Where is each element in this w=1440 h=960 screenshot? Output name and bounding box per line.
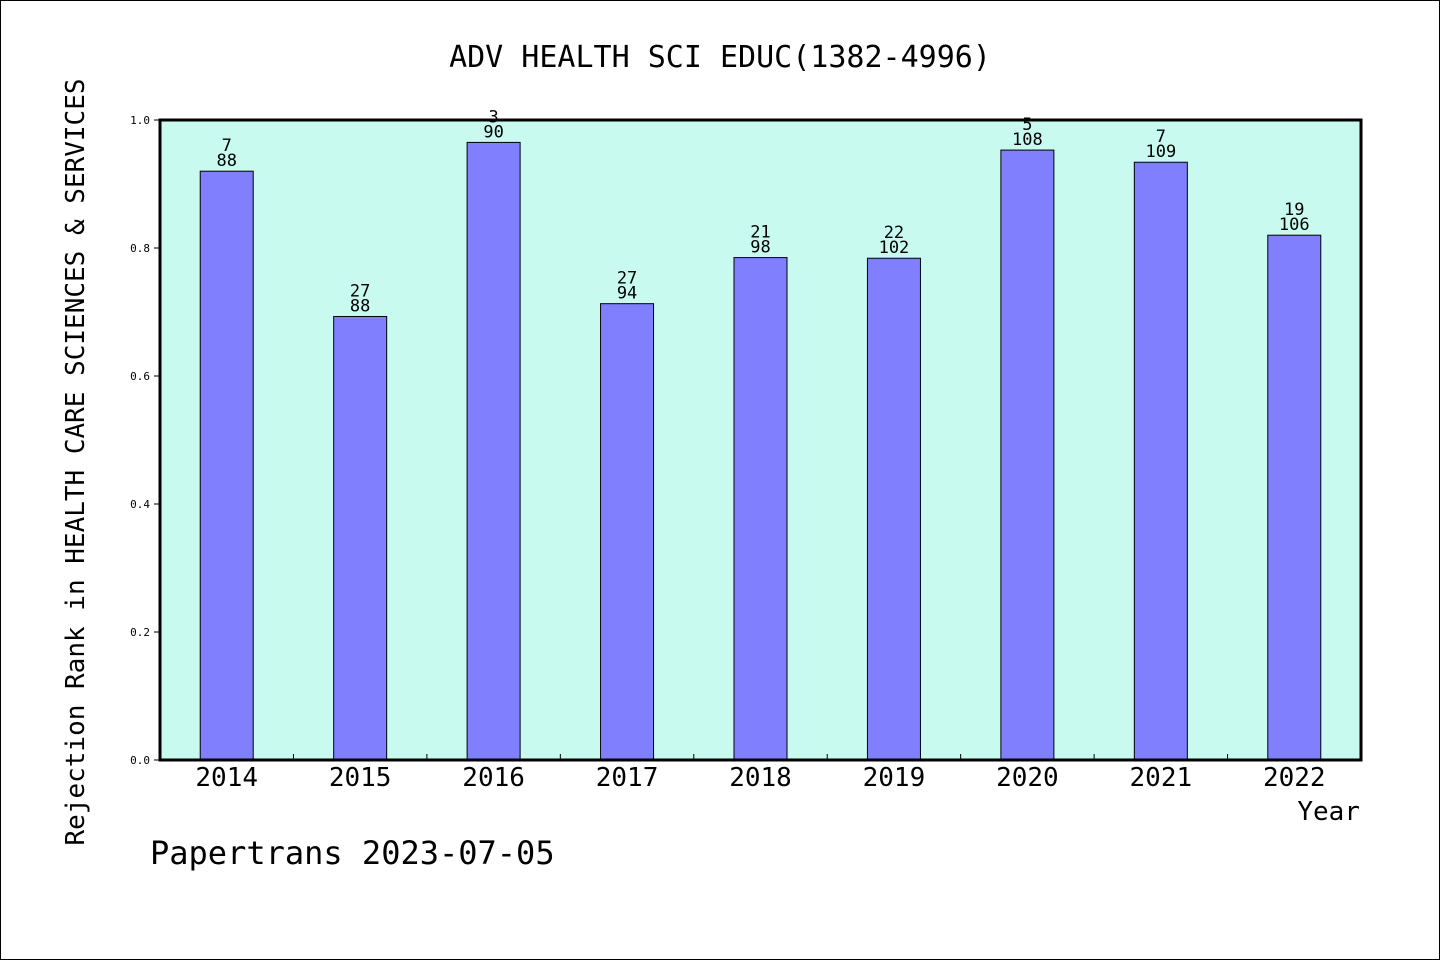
bar-2020 xyxy=(1000,149,1055,761)
bar-label-bottom: 98 xyxy=(750,238,770,258)
x-axis: 2014 2015 2016 2017 2018 2019 2020 2021 2022 xyxy=(195,754,1326,793)
bar-2014 xyxy=(199,170,254,761)
y-tick-label: 0.6 xyxy=(130,370,150,383)
x-tick-label: 2014 xyxy=(195,763,258,793)
bar-2018 xyxy=(733,257,788,761)
x-axis-label: Year xyxy=(1297,797,1360,827)
x-tick-label: 2022 xyxy=(1263,763,1326,793)
bar-2017 xyxy=(600,303,655,761)
chart-title: ADV HEALTH SCI EDUC(1382-4996) xyxy=(449,40,991,75)
y-tick-label: 0.0 xyxy=(130,754,150,767)
plot-border xyxy=(158,118,1363,762)
x-tick-label: 2021 xyxy=(1130,763,1193,793)
x-tick-label: 2015 xyxy=(329,763,392,793)
bar-label-top: 27 xyxy=(617,269,637,289)
bar-label-bottom: 109 xyxy=(1145,142,1176,162)
y-tick-label: 0.8 xyxy=(130,242,150,255)
x-tick-label: 2018 xyxy=(729,763,792,793)
bar-label-top: 27 xyxy=(350,281,370,301)
y-tick-label: 1.0 xyxy=(130,114,150,127)
y-axis-label: Rejection Rank in HEALTH CARE SCIENCES &… xyxy=(61,78,91,845)
bar-label-top: 19 xyxy=(1284,200,1304,220)
bar-label-top: 3 xyxy=(488,107,498,127)
bar-2016 xyxy=(466,141,521,761)
bar-series xyxy=(199,141,1322,761)
bar-label-top: 21 xyxy=(750,223,770,243)
bar-2022 xyxy=(1267,234,1322,761)
bar-label-bottom: 106 xyxy=(1279,215,1310,235)
bar-label-top: 7 xyxy=(222,136,232,156)
bar-2021 xyxy=(1133,161,1188,761)
bar-2015 xyxy=(333,315,388,761)
bar-2019 xyxy=(866,257,921,761)
bar-label-top: 7 xyxy=(1156,127,1166,147)
bar-label-bottom: 94 xyxy=(617,284,637,304)
bar-label-bottom: 102 xyxy=(879,238,910,258)
bar-label-top: 22 xyxy=(884,223,904,243)
y-axis: 0.0 0.2 0.4 0.6 0.8 1.0 xyxy=(130,114,160,767)
x-tick-label: 2019 xyxy=(863,763,926,793)
y-tick-label: 0.2 xyxy=(130,626,150,639)
bar-label-bottom: 88 xyxy=(350,296,370,316)
x-tick-label: 2020 xyxy=(996,763,1059,793)
x-tick-label: 2016 xyxy=(462,763,525,793)
y-tick-label: 0.4 xyxy=(130,498,150,511)
bar-label-bottom: 88 xyxy=(216,151,236,171)
bar-label-bottom: 108 xyxy=(1012,130,1043,150)
bar-label-bottom: 90 xyxy=(483,122,503,142)
x-tick-label: 2017 xyxy=(596,763,659,793)
footer-credit: Papertrans 2023-07-05 xyxy=(150,834,555,872)
bar-label-top: 5 xyxy=(1022,115,1032,135)
